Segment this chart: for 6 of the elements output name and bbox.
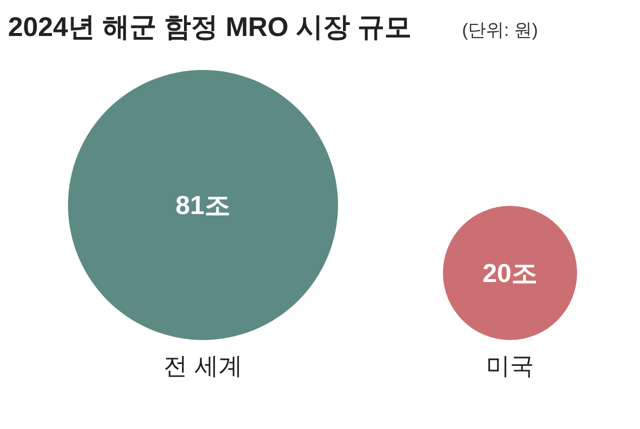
category-label: 미국 <box>486 353 534 380</box>
data-label: 81조 <box>176 190 230 220</box>
data-label: 20조 <box>482 258 538 288</box>
category-label: 전 세계 <box>164 353 242 380</box>
text: 2024년 해군 함정 MRO 시장 규모 <box>8 12 412 42</box>
text: (단위: 원) <box>462 20 538 40</box>
